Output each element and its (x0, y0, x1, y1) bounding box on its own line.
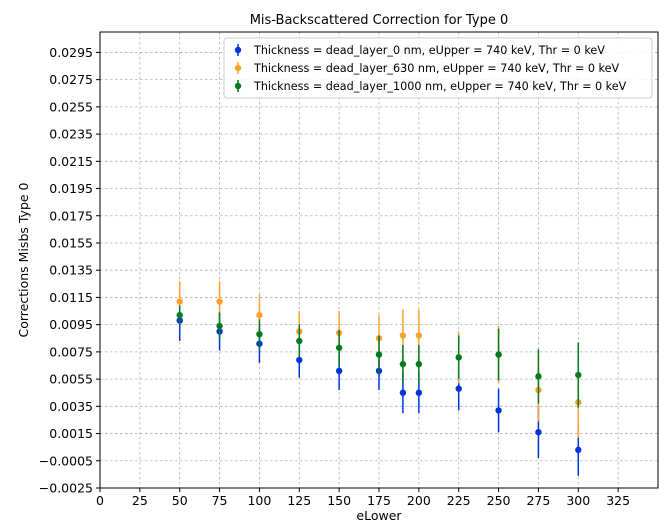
x-tick-label: 100 (247, 493, 271, 508)
data-point (399, 360, 407, 368)
data-point (399, 332, 407, 339)
data-point (415, 360, 423, 368)
data-point (216, 322, 223, 330)
data-point (296, 356, 303, 364)
y-axis-label: Corrections Misbs Type 0 (16, 182, 31, 337)
data-point (256, 330, 263, 338)
x-tick-label: 325 (606, 493, 630, 508)
y-tick-label: 0.0155 (49, 235, 93, 250)
data-point (375, 351, 383, 358)
y-tick-label: 0.0115 (49, 290, 93, 305)
series-2 (176, 305, 582, 408)
data-point (535, 428, 542, 436)
data-point (495, 351, 502, 358)
data-point (335, 344, 343, 351)
legend-frame (223, 37, 653, 99)
grid (99, 32, 658, 489)
x-tick-label: 25 (132, 493, 148, 508)
y-tick-label: 0.0075 (49, 344, 93, 359)
y-tick-label: 0.0135 (49, 263, 93, 278)
y-tick-label: 0.0235 (49, 127, 93, 142)
axis-ticks: 0 25 50 75 100 125 150 175 200 225 250 275 300 325 −0.… (39, 45, 630, 508)
data-point (535, 373, 542, 380)
x-tick-label: 175 (367, 493, 391, 508)
y-tick-label: 0.0055 (49, 372, 93, 387)
x-tick-label: 300 (566, 493, 590, 508)
y-tick-label: 0.0255 (49, 99, 93, 114)
y-tick-label: 0.0015 (49, 426, 93, 441)
data-point (455, 354, 462, 361)
x-tick-label: 0 (96, 493, 104, 508)
y-tick-label: 0.0175 (49, 208, 93, 223)
x-tick-label: 275 (526, 493, 550, 508)
data-point (495, 407, 502, 414)
y-tick-label: 0.0295 (49, 45, 93, 60)
y-tick-label: 0.0095 (49, 317, 93, 332)
data-point (335, 367, 343, 375)
plot-frame (99, 31, 659, 489)
y-tick-label: 0.0275 (49, 72, 93, 87)
legend: Thickness = dead_layer_0 nm, eUpper = 74… (223, 37, 653, 99)
data-point (296, 337, 303, 345)
data-point (415, 332, 423, 339)
data-point (256, 311, 263, 319)
legend-entry: Thickness = dead_layer_630 nm, eUpper = … (253, 62, 620, 75)
chart-title: Mis-Backscattered Correction for Type 0 (250, 13, 509, 28)
y-tick-label: 0.0215 (49, 154, 93, 169)
data-point (455, 385, 462, 392)
legend-marker-icon (234, 82, 242, 90)
data-point (176, 311, 183, 319)
legend-entry: Thickness = dead_layer_1000 nm, eUpper =… (253, 80, 627, 93)
data-series (176, 281, 582, 476)
legend-marker-icon (234, 64, 242, 72)
x-tick-label: 150 (327, 493, 351, 508)
data-point (415, 389, 423, 396)
data-point (575, 446, 582, 454)
y-tick-label: 0.0035 (49, 399, 93, 414)
data-point (216, 298, 223, 305)
data-point (399, 389, 407, 396)
y-tick-label: 0.0195 (49, 181, 93, 196)
x-tick-label: 250 (487, 493, 511, 508)
y-tick-label: −0.0005 (39, 453, 93, 468)
legend-entry: Thickness = dead_layer_0 nm, eUpper = 74… (253, 44, 605, 57)
x-tick-label: 125 (287, 493, 311, 508)
x-tick-label: 200 (407, 493, 431, 508)
x-tick-label: 75 (212, 493, 228, 508)
data-point (575, 371, 582, 379)
x-tick-label: 225 (447, 493, 471, 508)
y-tick-label: −0.0025 (39, 481, 93, 496)
legend-marker-icon (234, 46, 242, 54)
x-axis-label: eLower (356, 508, 402, 523)
x-tick-label: 50 (172, 493, 188, 508)
data-point (176, 298, 183, 305)
